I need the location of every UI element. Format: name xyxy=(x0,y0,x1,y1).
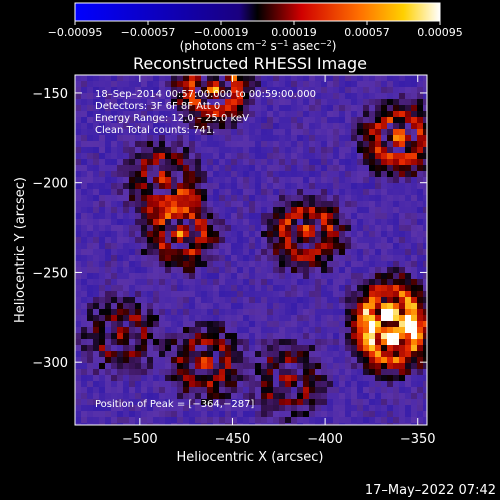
x-tick-label: −400 xyxy=(307,432,343,447)
colorbar-tick-label: 0.00019 xyxy=(271,26,317,39)
x-tick-label: −450 xyxy=(215,432,251,447)
y-axis-ticks: −150 −200 −250 −300 xyxy=(32,87,427,371)
y-tick-label: −150 xyxy=(32,87,68,102)
x-tick-label: −500 xyxy=(122,432,158,447)
colorbar-tick-label: −0.00019 xyxy=(194,26,249,39)
annotation-time-range: 18–Sep–2014 00:57:00.000 to 00:59:00.000 xyxy=(95,89,316,100)
annotation-energy: Energy Range: 12.0 – 25.0 keV xyxy=(95,113,249,124)
y-tick-label: −250 xyxy=(32,266,68,281)
colorbar xyxy=(74,2,441,22)
annotation-peak-position: Position of Peak = [−364,−287] xyxy=(95,399,254,410)
y-tick-label: −200 xyxy=(32,177,68,192)
heatmap-image xyxy=(75,75,427,425)
colorbar-tick-label: −0.00095 xyxy=(48,26,103,39)
annotation-clean: Clean Total counts: 741. xyxy=(95,125,215,136)
colorbar-tick-label: 0.00057 xyxy=(344,26,390,39)
chart-title: Reconstructed RHESSI Image xyxy=(133,54,367,73)
colorbar-ticks xyxy=(74,21,441,25)
y-axis-label: Heliocentric Y (arcsec) xyxy=(13,177,28,323)
colorbar-tick-label: −0.00057 xyxy=(121,26,176,39)
colorbar-tick-label: 0.00095 xyxy=(417,26,463,39)
x-axis-label: Heliocentric X (arcsec) xyxy=(177,450,324,465)
x-axis-ticks: −500 −450 −400 −350 xyxy=(122,75,436,447)
y-tick-label: −300 xyxy=(32,356,68,371)
annotation-detectors: Detectors: 3F 6F 8F Att 0 xyxy=(95,101,220,112)
colorbar-unit-label: (photons cm−2 s−1 asec−2) xyxy=(180,39,337,53)
x-tick-label: −350 xyxy=(400,432,436,447)
colorbar-tick-labels: −0.00095 −0.00057 −0.00019 0.00019 0.00057 0.… xyxy=(48,26,463,39)
plot-frame xyxy=(74,74,428,426)
footer-timestamp: 17–May–2022 07:42 xyxy=(365,483,496,498)
